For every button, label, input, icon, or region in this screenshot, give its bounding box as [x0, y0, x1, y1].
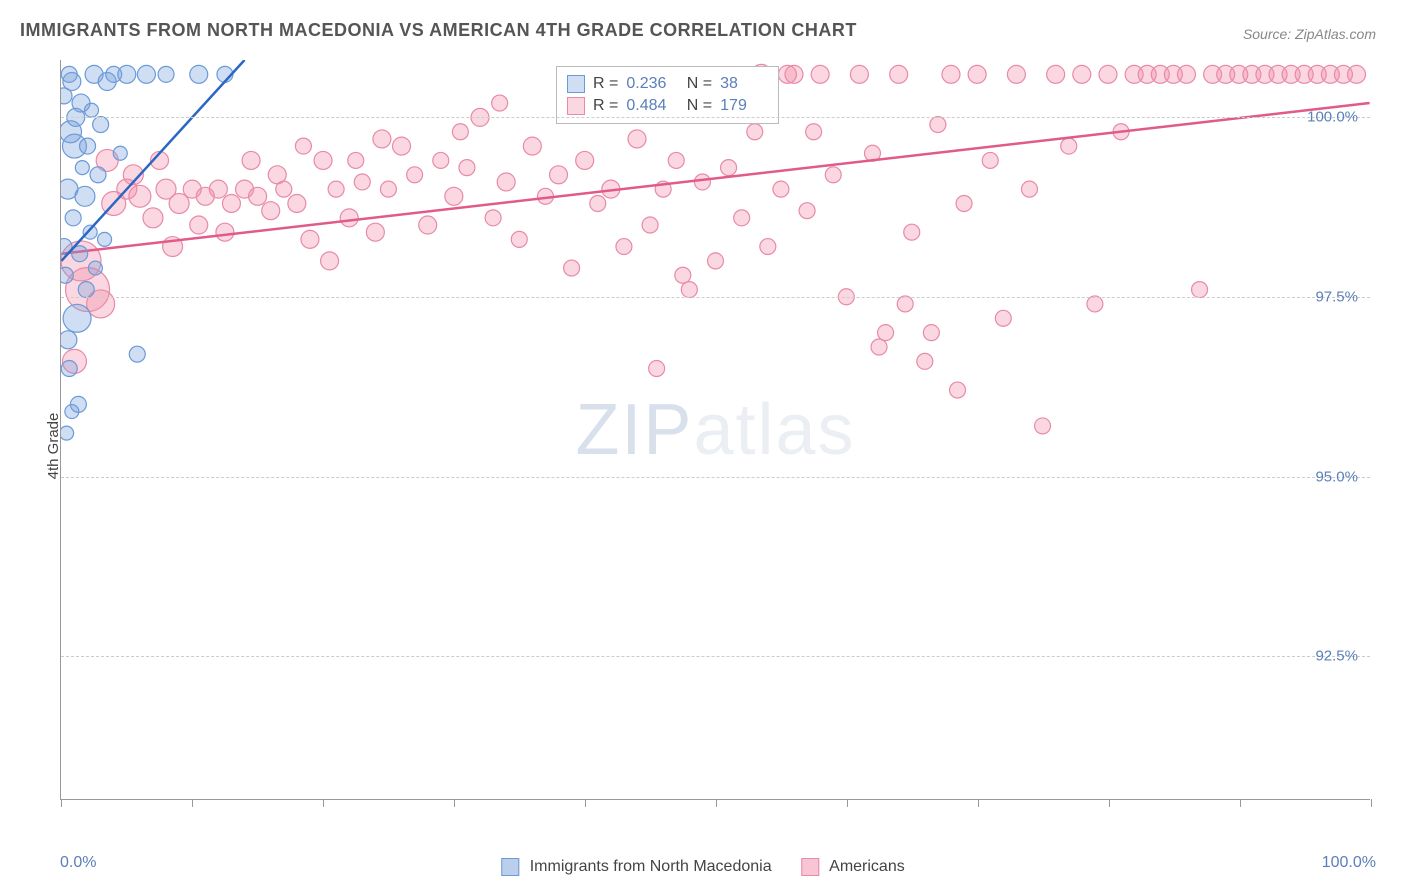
x-tick — [1371, 799, 1372, 807]
x-tick — [454, 799, 455, 807]
legend-label-1: Americans — [829, 858, 905, 875]
x-tick — [1240, 799, 1241, 807]
x-tick — [847, 799, 848, 807]
x-tick — [978, 799, 979, 807]
stats-legend-box: R = 0.236 N = 38 R = 0.484 N = 179 — [556, 66, 779, 124]
source-label: Source: ZipAtlas.com — [1243, 26, 1376, 42]
bottom-legend: Immigrants from North Macedonia American… — [501, 858, 904, 876]
legend-item-1: Americans — [802, 858, 905, 876]
stats-r-value-0: 0.236 — [626, 75, 674, 93]
gridline-h — [61, 117, 1370, 118]
x-tick — [1109, 799, 1110, 807]
x-tick — [585, 799, 586, 807]
legend-swatch-0 — [501, 858, 519, 876]
x-axis-min-label: 0.0% — [60, 854, 96, 872]
stats-n-label: N = — [682, 97, 712, 115]
x-tick — [61, 799, 62, 807]
scatter-svg — [61, 60, 1370, 799]
legend-item-0: Immigrants from North Macedonia — [501, 858, 771, 876]
y-tick-label: 95.0% — [1315, 468, 1358, 485]
legend-label-0: Immigrants from North Macedonia — [530, 858, 772, 875]
stats-n-value-1: 179 — [720, 97, 768, 115]
stats-swatch-0 — [567, 75, 585, 93]
stats-row-series-0: R = 0.236 N = 38 — [567, 73, 768, 95]
stats-r-value-1: 0.484 — [626, 97, 674, 115]
y-tick-label: 92.5% — [1315, 648, 1358, 665]
x-axis-max-label: 100.0% — [1322, 854, 1376, 872]
y-tick-label: 100.0% — [1307, 109, 1358, 126]
x-tick — [192, 799, 193, 807]
stats-n-label: N = — [682, 75, 712, 93]
chart-plot-area: R = 0.236 N = 38 R = 0.484 N = 179 ZIPat… — [60, 60, 1370, 800]
chart-title: IMMIGRANTS FROM NORTH MACEDONIA VS AMERI… — [20, 20, 857, 41]
gridline-h — [61, 297, 1370, 298]
stats-r-label: R = — [593, 97, 618, 115]
gridline-h — [61, 656, 1370, 657]
stats-r-label: R = — [593, 75, 618, 93]
legend-swatch-1 — [802, 858, 820, 876]
stats-row-series-1: R = 0.484 N = 179 — [567, 95, 768, 117]
stats-n-value-0: 38 — [720, 75, 768, 93]
x-tick — [323, 799, 324, 807]
y-tick-label: 97.5% — [1315, 289, 1358, 306]
x-tick — [716, 799, 717, 807]
gridline-h — [61, 477, 1370, 478]
stats-swatch-1 — [567, 97, 585, 115]
